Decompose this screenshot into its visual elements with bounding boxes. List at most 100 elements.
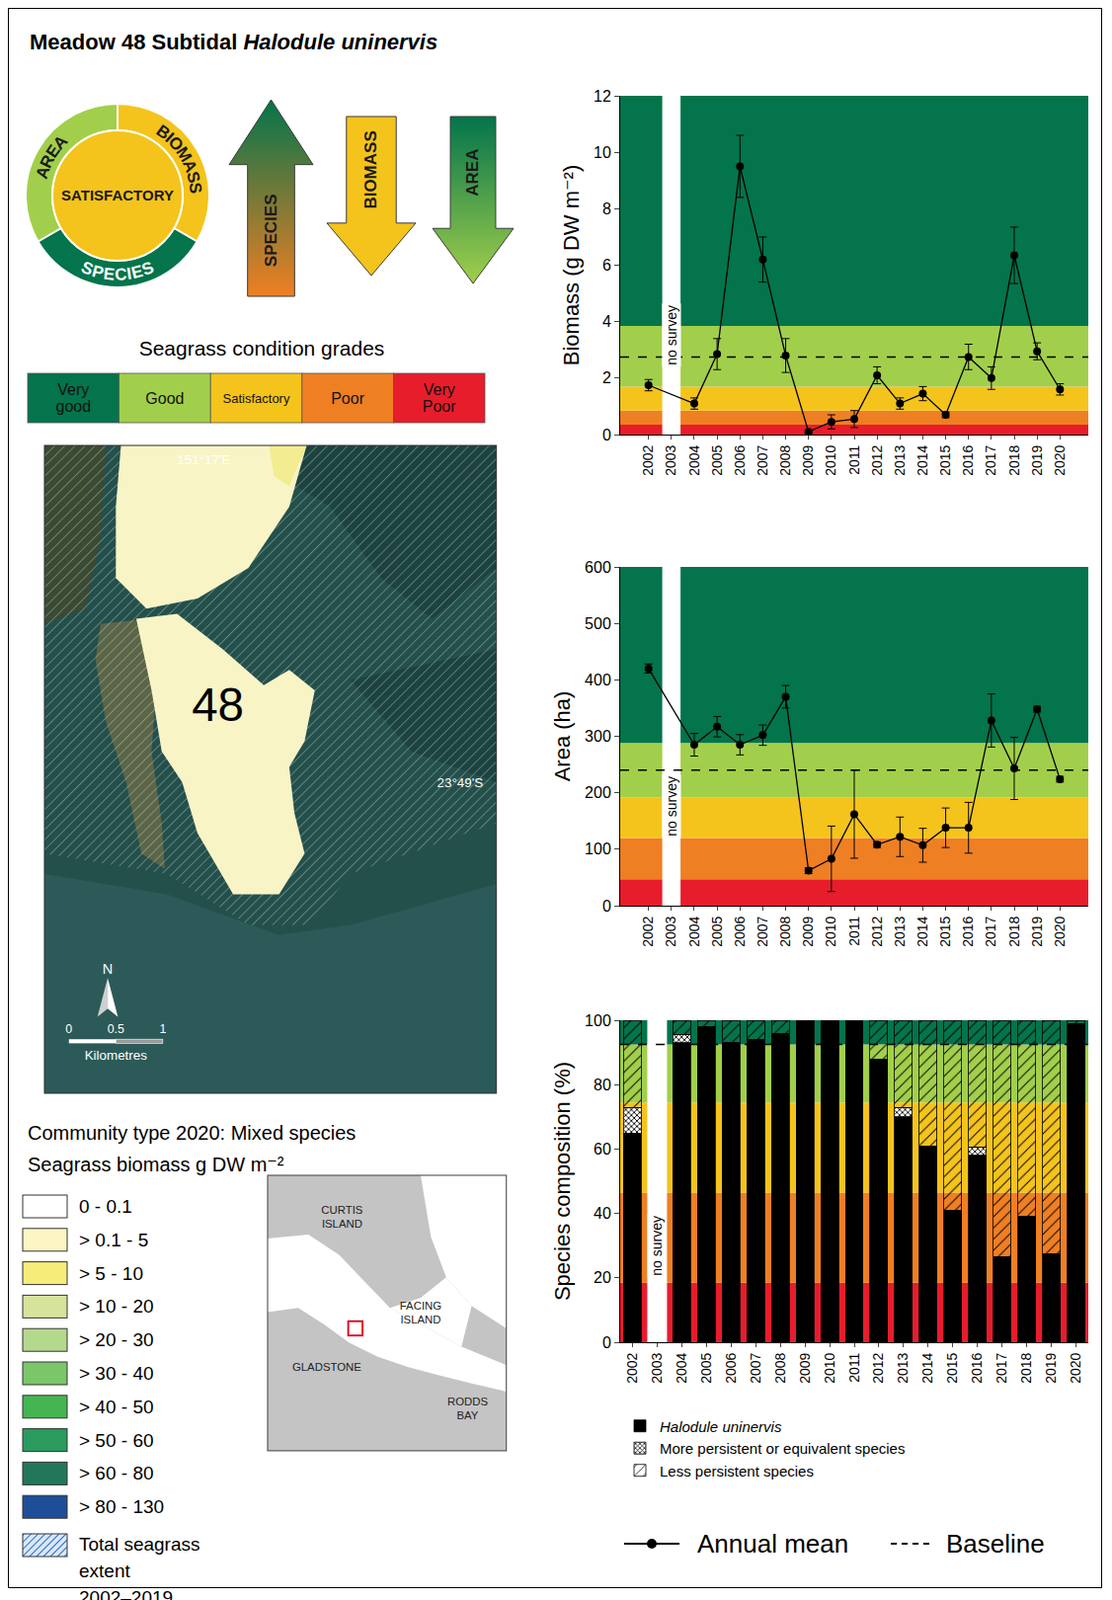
svg-text:2004: 2004 (686, 444, 703, 476)
svg-text:2011: 2011 (846, 915, 863, 946)
svg-text:RODDS: RODDS (447, 1395, 488, 1408)
svg-text:Community type 2020: Mixed spe: Community type 2020: Mixed species (27, 1121, 356, 1144)
svg-text:100: 100 (584, 840, 612, 858)
svg-text:Annual mean: Annual mean (697, 1528, 849, 1559)
svg-text:2018: 2018 (1006, 915, 1023, 947)
svg-text:2007: 2007 (754, 444, 771, 476)
svg-text:2012: 2012 (871, 1351, 887, 1383)
svg-text:extent: extent (79, 1560, 131, 1582)
svg-text:48: 48 (191, 678, 244, 731)
svg-text:> 20 - 30: > 20 - 30 (79, 1329, 155, 1351)
svg-text:23°49'S: 23°49'S (437, 775, 484, 791)
svg-text:2017: 2017 (993, 1351, 1010, 1383)
svg-text:300: 300 (584, 727, 612, 745)
svg-text:2002: 2002 (639, 915, 656, 947)
svg-text:SATISFACTORY: SATISFACTORY (61, 186, 174, 204)
svg-text:2005: 2005 (709, 444, 725, 476)
svg-text:2002: 2002 (639, 444, 656, 476)
svg-text:2008: 2008 (777, 915, 794, 947)
svg-text:2010: 2010 (822, 444, 839, 476)
svg-text:2006: 2006 (731, 915, 748, 947)
svg-text:2019: 2019 (1029, 915, 1045, 947)
svg-text:> 10 - 20: > 10 - 20 (79, 1295, 155, 1317)
svg-text:2014: 2014 (919, 1351, 936, 1383)
svg-text:2018: 2018 (1018, 1351, 1034, 1383)
svg-text:2005: 2005 (709, 915, 725, 947)
svg-text:2004: 2004 (673, 1351, 690, 1383)
svg-text:2011: 2011 (846, 444, 863, 475)
svg-text:2003: 2003 (662, 915, 679, 947)
svg-text:2012: 2012 (869, 444, 885, 476)
svg-text:80: 80 (593, 1076, 612, 1094)
svg-text:2003: 2003 (662, 444, 679, 476)
svg-text:2013: 2013 (894, 1351, 911, 1383)
svg-text:2020: 2020 (1051, 915, 1068, 947)
svg-text:Satisfactory: Satisfactory (223, 391, 291, 406)
svg-text:Very: Very (57, 381, 89, 398)
svg-text:Biomass (g DW m⁻²): Biomass (g DW m⁻²) (558, 164, 584, 367)
svg-text:FACING: FACING (399, 1299, 442, 1312)
svg-text:Less persistent species: Less persistent species (659, 1462, 814, 1480)
svg-text:> 60 - 80: > 60 - 80 (79, 1462, 155, 1484)
svg-text:2020: 2020 (1051, 444, 1068, 476)
svg-text:> 50 - 60: > 50 - 60 (79, 1429, 155, 1451)
svg-text:2015: 2015 (937, 915, 954, 947)
svg-text:2008: 2008 (777, 444, 794, 476)
svg-text:2010: 2010 (821, 1351, 838, 1383)
svg-text:2018: 2018 (1006, 444, 1023, 476)
svg-text:Seagrass condition grades: Seagrass condition grades (139, 336, 386, 360)
svg-text:2002–2019: 2002–2019 (79, 1587, 173, 1600)
svg-text:20: 20 (593, 1269, 612, 1286)
svg-text:2013: 2013 (891, 444, 908, 476)
svg-text:> 40 - 50: > 40 - 50 (79, 1396, 155, 1418)
svg-text:2016: 2016 (968, 1351, 985, 1383)
svg-text:0: 0 (602, 897, 612, 915)
svg-text:0: 0 (602, 1334, 612, 1351)
svg-text:no survey: no survey (663, 776, 680, 837)
svg-text:2012: 2012 (869, 915, 885, 947)
svg-text:BIOMASS: BIOMASS (362, 130, 382, 209)
svg-text:500: 500 (584, 615, 612, 633)
svg-text:2019: 2019 (1042, 1351, 1059, 1383)
svg-text:2017: 2017 (982, 915, 999, 947)
svg-text:no survey: no survey (648, 1215, 665, 1276)
svg-text:2005: 2005 (698, 1351, 715, 1383)
svg-text:0.5: 0.5 (107, 1022, 125, 1036)
svg-text:2009: 2009 (796, 1351, 813, 1383)
svg-text:2004: 2004 (686, 915, 703, 947)
svg-text:2009: 2009 (799, 444, 816, 476)
svg-text:6: 6 (602, 256, 612, 274)
svg-text:0 - 0.1: 0 - 0.1 (79, 1195, 133, 1217)
svg-text:CURTIS: CURTIS (320, 1203, 363, 1216)
svg-text:ISLAND: ISLAND (321, 1217, 363, 1230)
svg-text:600: 600 (584, 558, 612, 576)
svg-text:More persistent or equivalent: More persistent or equivalent species (659, 1439, 905, 1457)
svg-text:Seagrass biomass g DW m⁻²: Seagrass biomass g DW m⁻² (27, 1153, 285, 1176)
svg-text:Poor: Poor (422, 397, 457, 415)
svg-text:2015: 2015 (944, 1351, 960, 1383)
svg-text:10: 10 (593, 144, 612, 161)
svg-text:Area (ha): Area (ha) (550, 691, 575, 783)
svg-text:BAY: BAY (457, 1409, 479, 1422)
svg-text:2015: 2015 (937, 444, 954, 476)
svg-text:Baseline: Baseline (946, 1528, 1045, 1559)
svg-text:2002: 2002 (624, 1351, 640, 1383)
svg-text:2008: 2008 (772, 1351, 789, 1383)
svg-text:2011: 2011 (846, 1351, 863, 1382)
svg-text:0: 0 (602, 426, 612, 444)
svg-text:2007: 2007 (754, 915, 771, 947)
svg-text:> 30 - 40: > 30 - 40 (79, 1362, 155, 1384)
svg-text:2003: 2003 (648, 1351, 665, 1383)
svg-text:8: 8 (602, 200, 612, 218)
svg-text:2014: 2014 (914, 444, 931, 476)
svg-text:2020: 2020 (1067, 1351, 1084, 1383)
svg-text:2: 2 (602, 369, 612, 387)
svg-text:Very: Very (423, 381, 456, 398)
svg-text:> 5 - 10: > 5 - 10 (79, 1263, 144, 1284)
svg-text:no survey: no survey (663, 305, 680, 366)
svg-text:2016: 2016 (959, 915, 976, 947)
svg-text:2016: 2016 (959, 444, 976, 476)
svg-text:Kilometres: Kilometres (84, 1047, 149, 1063)
svg-text:N: N (102, 960, 113, 977)
svg-text:Species composition (%): Species composition (%) (550, 1061, 575, 1301)
